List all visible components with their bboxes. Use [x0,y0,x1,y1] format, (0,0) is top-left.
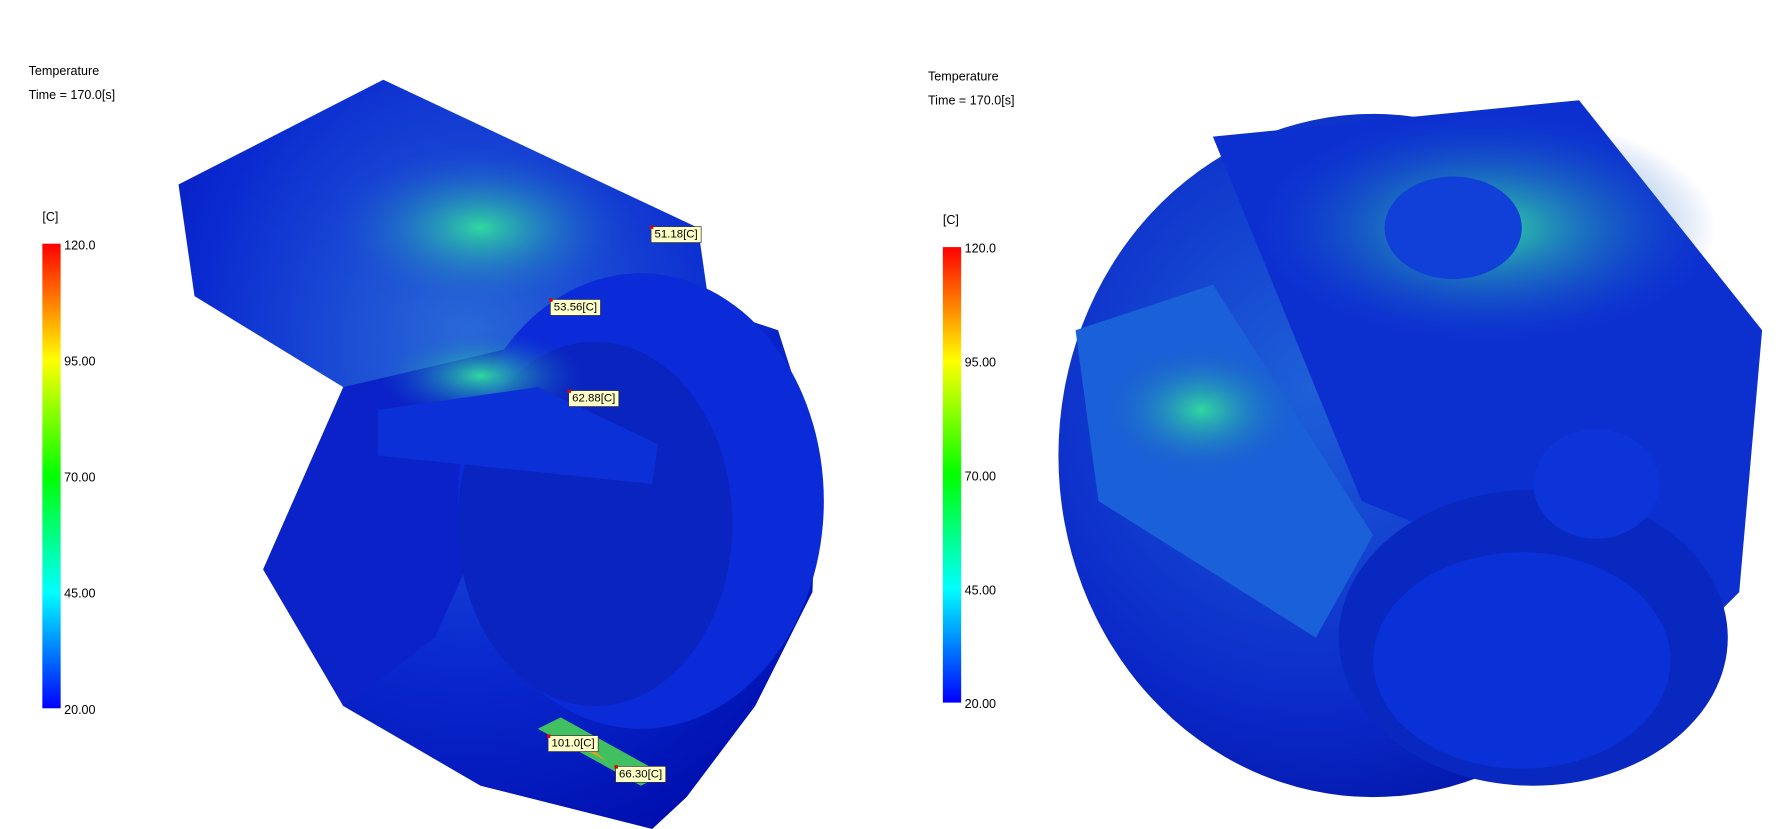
probe-marker [614,765,618,769]
probe-box [550,299,601,316]
legend-tick-label: 120.0 [965,242,996,256]
legend-tick-label: 70.00 [64,471,95,485]
legend-unit: [C] [42,210,58,224]
view-overlay: Temperature Time = 170.0[s] [C] 120.0 95.00 7… [29,64,702,783]
legend-tick-label: 95.00 [64,354,95,368]
result-time: Time = 170.0[s] [928,94,1015,108]
view-overlay: Temperature Time = 170.0[s] [C] 120.0 95.00 7… [928,70,1015,711]
legend-tick-label: 45.00 [965,583,996,597]
probe-marker [549,298,553,302]
legend-tick-label: 20.00 [965,697,996,711]
probe-label: 62.88[C] [572,393,615,405]
color-scale [942,247,962,703]
probe-label: 66.30[C] [619,768,662,780]
probe: 101.0[C] [546,734,599,752]
probe-box [568,390,620,407]
probe-label: 53.56[C] [554,301,597,313]
probe-marker [649,225,654,229]
result-title: Temperature [928,70,999,84]
probe: 51.18[C] [649,225,702,243]
probe-label: 51.18[C] [655,229,698,241]
probe-box [650,226,702,243]
legend-unit: [C] [943,213,959,227]
legend-tick-label: 45.00 [64,587,95,601]
result-time: Time = 170.0[s] [29,88,116,102]
color-scale [42,243,61,709]
legend-tick-label: 120.0 [64,238,95,252]
probe-box [547,735,599,752]
probe: 53.56[C] [549,298,601,316]
probe-label: 101.0[C] [552,738,595,750]
model-right [1058,100,1763,798]
probe-marker [546,734,551,738]
legend-tick-label: 70.00 [965,469,996,483]
probe: 62.88[C] [567,389,620,407]
probe-marker [567,389,571,393]
legend-tick-label: 20.00 [64,703,95,717]
probe-box [615,766,667,783]
probe: 66.30[C] [614,765,667,783]
result-title: Temperature [29,64,100,78]
model-left [178,79,824,829]
legend-tick-label: 95.00 [965,356,996,370]
